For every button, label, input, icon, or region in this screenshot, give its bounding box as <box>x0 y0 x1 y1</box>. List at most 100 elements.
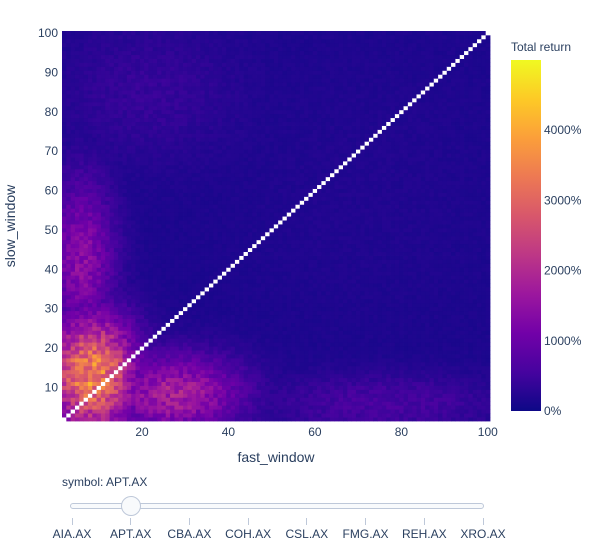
heatmap-cell[interactable] <box>265 369 270 375</box>
heatmap-cell[interactable] <box>139 275 145 280</box>
heatmap-cell[interactable] <box>118 263 123 268</box>
heatmap-cell[interactable] <box>226 149 231 154</box>
heatmap-cell[interactable] <box>105 227 110 233</box>
heatmap-cell[interactable] <box>247 259 253 264</box>
heatmap-cell[interactable] <box>226 271 231 276</box>
heatmap-cell[interactable] <box>239 283 244 288</box>
heatmap-cell[interactable] <box>217 121 223 126</box>
heatmap-cell[interactable] <box>265 180 270 186</box>
heatmap-cell[interactable] <box>196 377 201 383</box>
heatmap-cell[interactable] <box>200 251 206 256</box>
heatmap-cell[interactable] <box>152 381 158 386</box>
heatmap-cell[interactable] <box>234 381 240 386</box>
heatmap-cell[interactable] <box>126 188 132 193</box>
heatmap-cell[interactable] <box>165 294 171 300</box>
heatmap-cell[interactable] <box>87 350 93 355</box>
heatmap-cell[interactable] <box>252 235 257 241</box>
heatmap-cell[interactable] <box>165 267 171 272</box>
heatmap-cell[interactable] <box>113 121 119 126</box>
heatmap-cell[interactable] <box>178 62 184 67</box>
heatmap-cell[interactable] <box>178 58 184 63</box>
heatmap-cell[interactable] <box>83 74 89 79</box>
heatmap-cell[interactable] <box>66 164 72 170</box>
heatmap-cell[interactable] <box>200 212 206 217</box>
heatmap-diagonal-cell[interactable] <box>62 417 67 422</box>
heatmap-cell[interactable] <box>161 247 167 253</box>
heatmap-cell[interactable] <box>139 212 145 217</box>
heatmap-cell[interactable] <box>157 227 162 233</box>
heatmap-cell[interactable] <box>109 243 115 249</box>
heatmap-cell[interactable] <box>273 145 279 150</box>
heatmap-cell[interactable] <box>135 322 141 327</box>
heatmap-cell[interactable] <box>122 90 128 95</box>
heatmap-cell[interactable] <box>70 279 76 284</box>
heatmap-cell[interactable] <box>165 46 171 52</box>
heatmap-cell[interactable] <box>178 405 184 410</box>
heatmap-cell[interactable] <box>221 385 227 390</box>
heatmap-cell[interactable] <box>269 66 275 71</box>
heatmap-cell[interactable] <box>152 354 158 359</box>
heatmap-cell[interactable] <box>213 397 219 402</box>
heatmap-cell[interactable] <box>174 70 180 75</box>
heatmap-cell[interactable] <box>62 153 67 158</box>
heatmap-cell[interactable] <box>278 409 283 414</box>
heatmap-cell[interactable] <box>221 161 227 166</box>
heatmap-cell[interactable] <box>79 149 85 154</box>
heatmap-cell[interactable] <box>66 188 72 193</box>
heatmap-cell[interactable] <box>208 306 214 312</box>
heatmap-cell[interactable] <box>230 164 236 170</box>
heatmap-cell[interactable] <box>256 287 262 292</box>
heatmap-cell[interactable] <box>79 393 85 398</box>
heatmap-cell[interactable] <box>157 401 162 406</box>
heatmap-cell[interactable] <box>273 58 279 63</box>
heatmap-cell[interactable] <box>122 113 128 119</box>
heatmap-cell[interactable] <box>174 208 180 213</box>
heatmap-cell[interactable] <box>239 117 244 123</box>
heatmap-cell[interactable] <box>273 204 279 209</box>
heatmap-cell[interactable] <box>252 97 257 103</box>
heatmap-cell[interactable] <box>230 334 236 339</box>
heatmap-cell[interactable] <box>269 70 275 75</box>
heatmap-cell[interactable] <box>200 409 206 414</box>
heatmap-cell[interactable] <box>234 117 240 123</box>
heatmap-cell[interactable] <box>269 188 275 193</box>
heatmap-cell[interactable] <box>79 125 85 130</box>
heatmap-cell[interactable] <box>79 267 85 272</box>
heatmap-cell[interactable] <box>239 164 244 170</box>
heatmap-cell[interactable] <box>122 267 128 272</box>
heatmap-cell[interactable] <box>79 70 85 75</box>
heatmap-cell[interactable] <box>139 227 145 233</box>
heatmap-cell[interactable] <box>66 125 72 130</box>
heatmap-cell[interactable] <box>96 161 102 166</box>
heatmap-cell[interactable] <box>135 401 141 406</box>
heatmap-cell[interactable] <box>131 279 136 284</box>
heatmap-cell[interactable] <box>269 62 275 67</box>
heatmap-cell[interactable] <box>96 365 102 371</box>
heatmap-cell[interactable] <box>213 58 219 63</box>
heatmap-cell[interactable] <box>252 267 257 272</box>
heatmap-cell[interactable] <box>135 164 141 170</box>
heatmap-cell[interactable] <box>135 184 141 189</box>
heatmap-cell[interactable] <box>170 212 175 217</box>
heatmap-cell[interactable] <box>87 279 93 284</box>
heatmap-cell[interactable] <box>122 381 128 386</box>
heatmap-cell[interactable] <box>260 314 266 319</box>
heatmap-cell[interactable] <box>96 188 102 193</box>
heatmap-cell[interactable] <box>105 82 110 87</box>
heatmap-cell[interactable] <box>92 90 97 95</box>
heatmap-cell[interactable] <box>70 184 76 189</box>
heatmap-cell[interactable] <box>131 314 136 319</box>
heatmap-cell[interactable] <box>92 101 97 107</box>
heatmap-cell[interactable] <box>217 322 223 327</box>
heatmap-cell[interactable] <box>70 417 76 422</box>
heatmap-cell[interactable] <box>239 259 244 264</box>
heatmap-cell[interactable] <box>152 361 158 367</box>
heatmap-cell[interactable] <box>234 31 240 36</box>
heatmap-cell[interactable] <box>131 401 136 406</box>
heatmap-cell[interactable] <box>165 283 171 288</box>
heatmap-cell[interactable] <box>139 235 145 241</box>
heatmap-cell[interactable] <box>161 275 167 280</box>
heatmap-cell[interactable] <box>269 314 275 319</box>
heatmap-cell[interactable] <box>247 338 253 343</box>
heatmap-cell[interactable] <box>252 86 257 91</box>
